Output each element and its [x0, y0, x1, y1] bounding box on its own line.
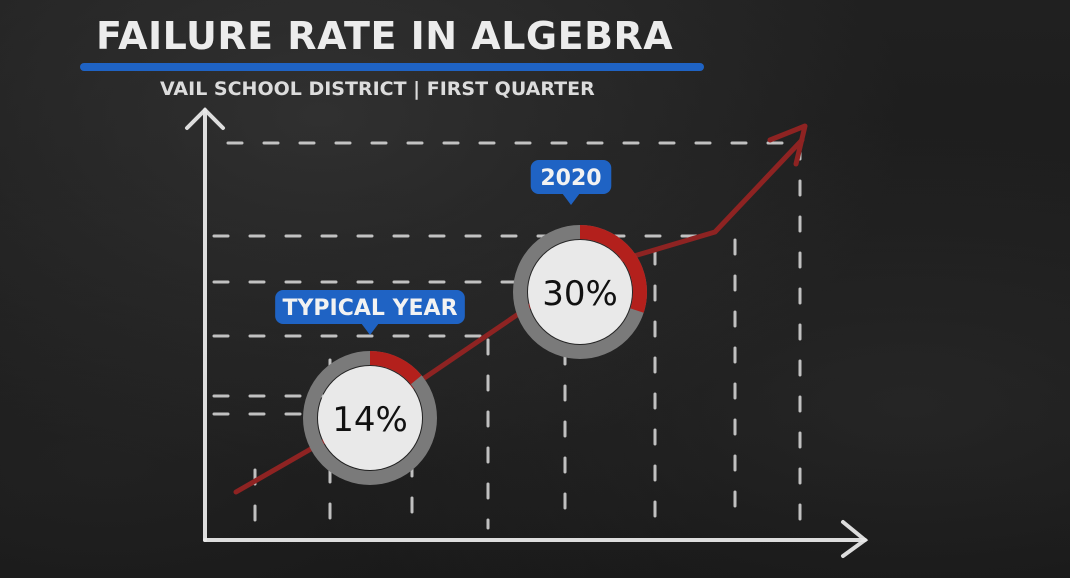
- chart-title: FAILURE RATE IN ALGEBRA: [96, 14, 674, 58]
- x-axis-arrowhead: [841, 520, 869, 558]
- data-label: 30%: [542, 274, 618, 314]
- gauge-fill: [303, 351, 437, 485]
- y-axis-arrowhead: [185, 107, 225, 130]
- chart-subtitle: VAIL SCHOOL DISTRICT | FIRST QUARTER: [160, 78, 595, 100]
- category-label: TYPICAL YEAR: [282, 296, 457, 321]
- grid-lines: [212, 141, 802, 530]
- gauge-fill: [513, 225, 647, 359]
- data-point: 30% 2020: [513, 160, 647, 359]
- data-label: 14%: [332, 400, 408, 440]
- category-label: 2020: [540, 166, 601, 191]
- gauge-center: [318, 366, 422, 470]
- trend-arrowhead: [767, 123, 808, 167]
- category-callout-pointer: [562, 193, 580, 205]
- category-callout-pointer: [361, 323, 379, 335]
- category-callout: [530, 160, 612, 194]
- data-point: 14% TYPICAL YEAR: [275, 290, 465, 485]
- title-underline: [80, 63, 704, 71]
- data-marks: 14% TYPICAL YEAR 30% 2020: [275, 160, 647, 485]
- chart-axes: [185, 107, 869, 558]
- category-callout: [275, 290, 465, 324]
- gauge-center: [528, 240, 632, 344]
